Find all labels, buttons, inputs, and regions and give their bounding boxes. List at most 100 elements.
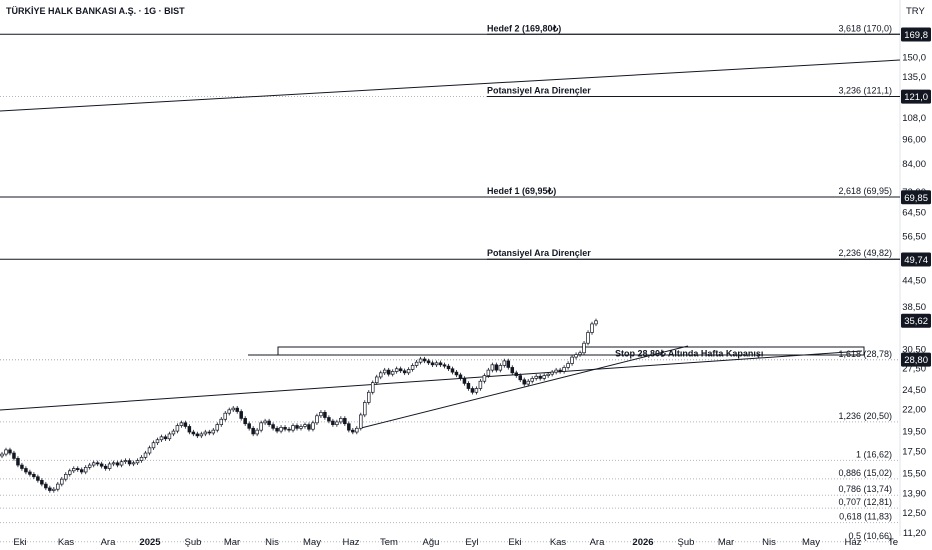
candle-body: [103, 465, 108, 469]
candle-body: [215, 424, 220, 431]
candle-body: [335, 421, 339, 425]
candle-body: [131, 462, 136, 465]
candle-body: [231, 407, 235, 411]
chart-title: TÜRKİYE HALK BANKASI A.Ş. · 1G · BIST: [6, 6, 185, 16]
chart-annotation: Hedef 1 (69,95₺): [487, 186, 556, 196]
candle-body: [470, 388, 475, 393]
candle-body: [159, 436, 164, 441]
fib-level-label: 3,618 (170,0): [838, 23, 892, 33]
price-tick-label: 19,50: [902, 427, 926, 438]
candle-body: [191, 431, 196, 435]
price-tick-label: 30,50: [902, 345, 926, 356]
candle-body: [482, 375, 487, 382]
candle-body: [95, 462, 100, 465]
time-tick-label: Ara: [590, 537, 606, 548]
candle-body: [99, 463, 104, 467]
price-tick-label: 27,50: [902, 364, 926, 375]
price-tick-label: 56,50: [902, 232, 926, 243]
candle-body: [251, 427, 255, 435]
candle-body: [590, 323, 594, 333]
time-tick-label: Haz: [845, 537, 862, 548]
candle-body: [187, 426, 192, 433]
candle-body: [363, 402, 367, 416]
candle-body: [163, 436, 168, 440]
time-tick-label: Kas: [550, 537, 567, 548]
candlestick-series: [0, 318, 598, 493]
candle-body: [418, 358, 423, 363]
candle-body: [371, 382, 375, 393]
candle-body: [386, 369, 391, 375]
candle-body: [402, 370, 407, 374]
candle-body: [518, 375, 523, 381]
price-tag-badge: [901, 352, 931, 367]
candle-body: [227, 409, 231, 414]
candle-body: [550, 371, 554, 375]
candle-body: [526, 380, 530, 385]
candle-body: [542, 375, 546, 379]
candle-body: [438, 362, 443, 366]
price-tag-text: 49,74: [904, 255, 928, 266]
candle-body: [394, 368, 399, 372]
candle-body: [219, 418, 224, 425]
candle-body: [450, 368, 455, 373]
candle-body: [235, 407, 239, 412]
candle-body: [578, 352, 582, 355]
candle-body: [374, 376, 379, 384]
candle-body: [139, 456, 144, 461]
candle-body: [319, 411, 323, 417]
price-tag-text: 169,8: [904, 30, 928, 41]
price-tick-label: 135,0: [902, 72, 926, 83]
fib-level-label: 0,707 (12,81): [838, 497, 892, 507]
price-tag-text: 69,85: [904, 193, 928, 204]
candle-body: [147, 447, 152, 454]
candle-body: [111, 462, 116, 465]
price-tick-label: 22,00: [902, 404, 926, 415]
time-axis[interactable]: Eki Kas Ara 2025 Şub Mar Nis May Haz Tem Ağu Eyl Eki…: [13, 537, 898, 548]
candle-body: [255, 429, 259, 435]
fib-level-label: 0,786 (13,74): [838, 484, 892, 494]
time-tick-label: 2025: [139, 537, 161, 548]
candle-body: [566, 363, 570, 368]
candle-body: [24, 468, 28, 473]
price-tag-badge: [901, 89, 931, 104]
candle-body: [179, 422, 184, 426]
candle-body: [12, 452, 16, 459]
candle-body: [315, 415, 319, 424]
candle-body: [558, 369, 562, 372]
fibonacci-levels: 3,618 (170,0) 3,236 (121,1) 2,618 (69,95) 2…: [0, 23, 900, 543]
lower-long-trendline[interactable]: [0, 350, 863, 411]
candle-body: [434, 362, 439, 366]
time-tick-label: Haz: [343, 537, 360, 548]
candle-body: [279, 427, 283, 432]
time-tick-label: Ağu: [423, 537, 440, 548]
price-tag-text: 28,80: [904, 355, 928, 366]
fib-level-label: 2,618 (69,95): [838, 186, 892, 196]
candle-body: [263, 420, 267, 424]
rising-support-trendline[interactable]: [360, 345, 689, 429]
candle-body: [20, 464, 24, 469]
fib-level-label: 1,236 (20,50): [838, 411, 892, 421]
candle-body: [327, 417, 331, 422]
upper-long-trendline[interactable]: [0, 59, 901, 112]
candle-body: [422, 358, 427, 362]
candle-body: [271, 424, 275, 429]
stop-zone-box[interactable]: [277, 346, 865, 356]
candle-body: [582, 342, 586, 354]
time-tick-label: May: [303, 537, 321, 548]
candle-body: [287, 428, 291, 431]
candle-body: [562, 367, 566, 372]
price-axis[interactable]: 150,0135,0108,096,0084,0072,0064,5056,50…: [902, 53, 926, 539]
candle-body: [522, 379, 526, 385]
candle-body: [510, 367, 515, 374]
price-tag-badge: [901, 27, 931, 42]
candle-body: [367, 391, 371, 403]
candle-body: [171, 430, 176, 435]
chart-annotation: Stop 28,80₺ Altında Hafta Kapanışı: [615, 349, 763, 359]
price-tick-label: 150,0: [902, 53, 926, 64]
candle-body: [56, 483, 60, 490]
candle-body: [52, 488, 56, 491]
candle-body: [311, 422, 315, 430]
candle-body: [151, 442, 156, 449]
candle-body: [426, 360, 431, 364]
